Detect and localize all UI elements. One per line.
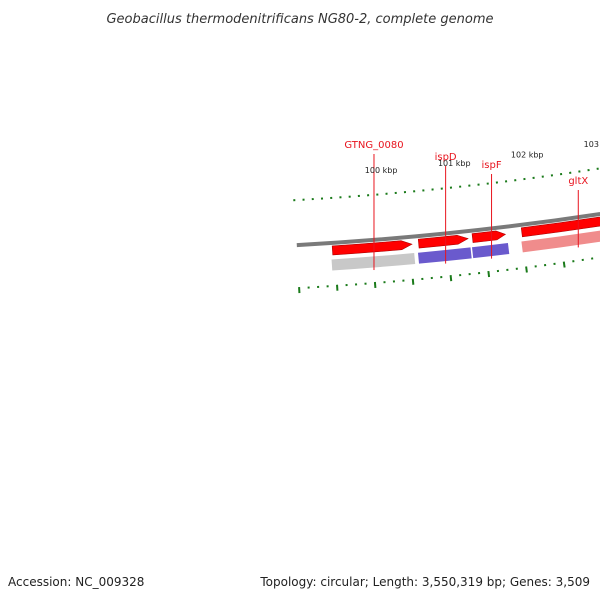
gene-label-ispD[interactable]: ispD [435,152,457,163]
cds-arrow-ispD[interactable] [417,234,469,249]
tick-mark [487,270,491,278]
gene-bar-ispD[interactable] [417,247,472,264]
kbp-label: 102 kbp [511,151,544,160]
kbp-tick-track [293,167,599,202]
gene-label-track: GTNG_0080ispDispFgltXGTNG_0084cysSGTNG_0… [344,140,588,271]
tick-mark [449,275,453,282]
kbp-label: 100 kbp [365,166,398,175]
kbp-label: 101 kbp [438,159,471,168]
gc-tick-track-top [298,257,594,294]
cds-arrow-gltX[interactable] [520,214,600,238]
cds-arrow-GTNG_0080[interactable] [331,240,413,256]
tick-mark [562,261,566,268]
cds-arrow-ispF[interactable] [471,230,507,243]
genome-backbone [296,211,600,248]
gene-bar-gltX[interactable] [521,230,600,253]
tick-mark [411,278,415,285]
gene-label-gltX[interactable]: gltX [568,176,588,187]
kbp-label: 103 kbp [584,140,600,149]
genome-summary-text: Topology: circular; Length: 3,550,319 bp… [259,575,590,589]
gene-bar-GTNG_0080[interactable] [331,253,416,271]
genome-title: Geobacillus thermodenitrificans NG80-2, … [106,12,493,27]
gene-label-ispF[interactable]: ispF [481,160,501,171]
gene-label-GTNG_0080[interactable]: GTNG_0080 [344,140,403,151]
gene-feature-track [331,230,600,271]
gene-bar-ispF[interactable] [471,243,510,259]
cds-arrow-track [331,214,600,256]
tick-mark [525,266,528,273]
accession-text: Accession: NC_009328 [8,575,144,589]
